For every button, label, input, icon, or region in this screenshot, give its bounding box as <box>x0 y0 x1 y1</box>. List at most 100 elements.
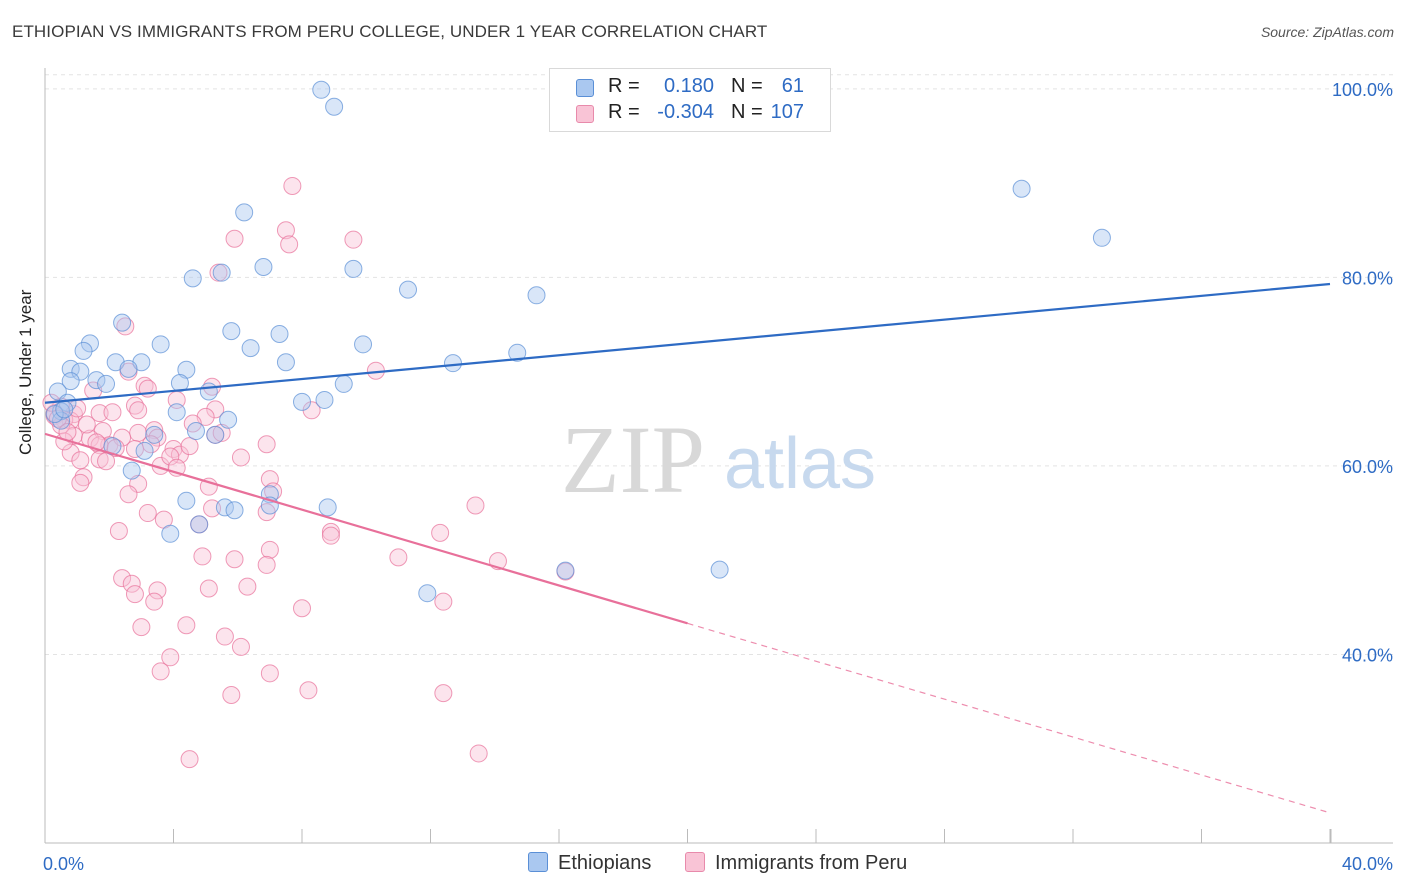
bottom-legend-label: Immigrants from Peru <box>715 852 908 874</box>
peru-point <box>151 662 170 681</box>
ethiopian-point <box>270 324 289 343</box>
ethiopian-point <box>87 371 106 390</box>
bottom-swatch-peru <box>685 852 705 872</box>
peru-point <box>434 592 453 611</box>
peru-point <box>161 648 180 667</box>
watermark: ZIP atlas <box>561 406 876 513</box>
ethiopian-point <box>177 491 196 510</box>
peru-point <box>199 579 218 598</box>
peru-point <box>469 744 488 763</box>
x-tick-label: 0.0% <box>43 854 84 874</box>
ethiopian-trend-line <box>44 282 1331 404</box>
bottom-legend-peru: Immigrants from Peru <box>685 852 907 875</box>
ethiopian-point <box>151 335 170 354</box>
legend-n-value: 61 <box>781 75 804 97</box>
ethiopian-point <box>135 441 154 460</box>
ethiopian-point <box>71 362 90 381</box>
legend-r-label: R = <box>608 101 640 123</box>
ethiopian-point <box>161 524 180 543</box>
peru-point <box>283 176 302 195</box>
ethiopian-point <box>45 405 64 424</box>
watermark-zip: ZIP <box>561 406 705 513</box>
peru-point <box>466 496 485 515</box>
y-tick-label: 80.0% <box>1342 268 1393 288</box>
ethiopian-point <box>254 258 273 277</box>
ethiopian-point <box>225 501 244 520</box>
ethiopian-point <box>52 411 71 430</box>
ethiopian-point <box>334 374 353 393</box>
legend-r-label: R = <box>608 75 640 97</box>
peru-point <box>434 684 453 703</box>
peru-point <box>238 577 257 596</box>
ethiopian-point <box>199 382 218 401</box>
peru-point <box>180 750 199 769</box>
ethiopian-point <box>318 498 337 517</box>
peru-point <box>264 482 283 501</box>
peru-point <box>77 415 96 434</box>
peru-point <box>260 540 279 559</box>
ethiopian-point <box>222 322 241 341</box>
ethiopian-point <box>74 341 93 360</box>
stats-legend: R = 0.180 N = 61 R = -0.304 N = 107 <box>549 68 831 132</box>
peru-point <box>193 547 212 566</box>
peru-point <box>276 221 295 240</box>
peru-point <box>119 485 138 504</box>
peru-point <box>215 627 234 646</box>
peru-point <box>206 400 225 419</box>
peru-point <box>177 616 196 635</box>
peru-point <box>109 521 128 540</box>
ethiopian-point <box>710 560 729 579</box>
peru-point <box>129 401 148 420</box>
legend-swatch-peru <box>576 105 594 123</box>
legend-row-ethiopians: R = 0.180 N = 61 <box>550 75 830 101</box>
peru-point <box>222 685 241 704</box>
ethiopian-point <box>325 97 344 116</box>
ethiopian-point <box>399 280 418 299</box>
ethiopian-point <box>312 80 331 99</box>
peru-trend-line <box>44 432 688 625</box>
legend-swatch-ethiopians <box>576 79 594 97</box>
legend-row-peru: R = -0.304 N = 107 <box>550 101 830 127</box>
y-axis-label: College, Under 1 year <box>16 289 35 455</box>
ethiopian-point <box>276 353 295 372</box>
peru-point <box>113 569 132 588</box>
peru-point <box>145 592 164 611</box>
peru-point <box>97 452 116 471</box>
bottom-swatch-ethiopians <box>528 852 548 872</box>
data-points <box>42 80 1111 769</box>
legend-n-value: 107 <box>770 101 804 123</box>
ethiopian-point <box>344 259 363 278</box>
ethiopian-point <box>186 422 205 441</box>
ethiopian-point <box>55 400 74 419</box>
ethiopian-point <box>443 354 462 373</box>
ethiopian-point <box>1012 179 1031 198</box>
chart-title: ETHIOPIAN VS IMMIGRANTS FROM PERU COLLEG… <box>12 22 768 41</box>
ethiopian-point <box>315 390 334 409</box>
legend-n-label: N = <box>731 101 763 123</box>
trend-lines <box>44 282 1331 814</box>
peru-point <box>125 396 144 415</box>
peru-point <box>231 448 250 467</box>
peru-point <box>231 637 250 656</box>
peru-point <box>61 443 80 462</box>
ethiopian-point <box>80 334 99 353</box>
peru-point <box>257 435 276 454</box>
peru-point <box>148 428 167 447</box>
legend-r-value: 0.180 <box>663 75 714 97</box>
peru-point <box>180 437 199 456</box>
peru-point <box>212 423 231 442</box>
peru-point <box>344 230 363 249</box>
peru-point <box>71 473 90 492</box>
peru-point <box>225 229 244 248</box>
watermark-atlas: atlas <box>724 424 876 504</box>
ethiopian-point <box>206 425 225 444</box>
axes <box>44 68 1393 844</box>
bottom-legend-ethiopians: Ethiopians <box>528 852 651 875</box>
peru-point <box>431 523 450 542</box>
ethiopian-point <box>418 584 437 603</box>
legend-r-value: -0.304 <box>657 101 714 123</box>
ethiopian-point <box>190 515 209 534</box>
peru-point <box>257 555 276 574</box>
ethiopian-point <box>1092 228 1111 247</box>
